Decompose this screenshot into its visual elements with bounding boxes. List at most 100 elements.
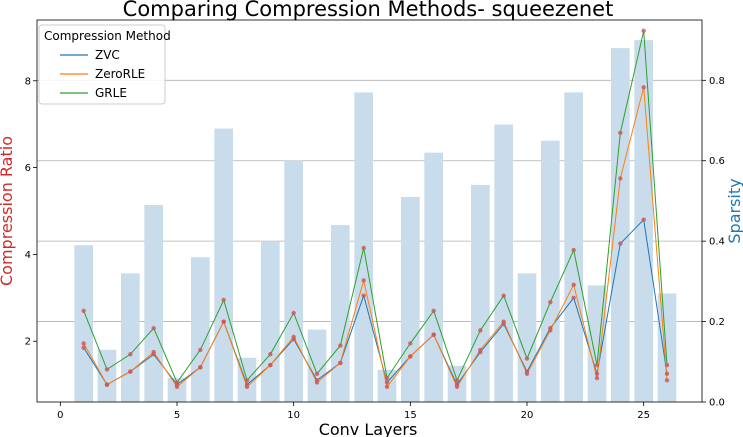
data-point	[408, 354, 413, 359]
y-right-tick-label: 0.2	[709, 317, 725, 328]
data-point	[244, 384, 250, 390]
y-axis-right-title: Sparsity	[725, 178, 743, 243]
data-point	[664, 362, 670, 368]
data-point	[81, 308, 86, 314]
y-right-tick-label: 0.6	[709, 156, 725, 167]
data-point	[478, 347, 483, 353]
data-point	[104, 382, 110, 387]
y-right-tick-label: 0.4	[709, 237, 725, 248]
chart-title: Comparing Compression Methods- squeezene…	[123, 0, 614, 21]
sparsity-bar	[517, 273, 537, 402]
data-point	[408, 341, 413, 346]
data-point	[594, 362, 600, 368]
data-point	[81, 345, 86, 350]
x-tick-label: 0	[57, 410, 63, 421]
x-tick-label: 5	[174, 410, 180, 421]
sparsity-bar	[121, 273, 140, 402]
data-point	[641, 28, 646, 34]
data-point	[594, 371, 600, 376]
data-point	[244, 378, 250, 383]
data-point	[431, 308, 436, 314]
sparsity-bar	[657, 293, 677, 402]
legend-label-zerorle: ZeroRLE	[95, 67, 145, 81]
data-point	[384, 380, 390, 385]
data-point	[314, 371, 320, 376]
x-axis: 0 5 10 15 20 25	[57, 402, 650, 421]
legend: Compression Method ZVC ZeroRLE GRLE	[38, 24, 171, 105]
sparsity-bar	[611, 48, 630, 402]
y-axis-left: 2 4 6 8	[25, 76, 37, 348]
data-point	[81, 341, 86, 346]
sparsity-bar	[97, 349, 117, 402]
data-point	[664, 378, 670, 383]
bars	[74, 40, 677, 403]
y-left-tick-label: 4	[25, 250, 31, 261]
sparsity-bar	[307, 329, 327, 402]
data-point	[128, 352, 133, 357]
sparsity-bar	[214, 128, 233, 402]
x-tick-label: 20	[521, 410, 534, 421]
series-line-zvc	[83, 218, 668, 386]
data-point	[338, 343, 343, 348]
data-point	[151, 326, 156, 331]
data-point	[198, 347, 203, 353]
data-point	[641, 217, 646, 222]
sparsity-bar	[284, 160, 303, 402]
data-point	[361, 245, 366, 251]
data-point	[618, 130, 623, 136]
data-point	[618, 241, 623, 246]
sparsity-bar	[331, 225, 350, 402]
data-point	[198, 365, 203, 370]
data-point	[548, 328, 553, 333]
sparsity-bar	[471, 184, 490, 402]
y-left-tick-label: 8	[25, 76, 31, 87]
sparsity-bar	[144, 204, 163, 402]
data-point	[314, 380, 320, 385]
data-point	[151, 349, 156, 355]
data-point	[454, 384, 460, 390]
y-left-tick-label: 2	[25, 337, 31, 348]
data-point	[361, 293, 366, 298]
legend-label-grle: GRLE	[95, 86, 127, 100]
sparsity-bar	[564, 92, 583, 403]
data-point	[268, 362, 273, 368]
data-point	[384, 375, 390, 381]
x-axis-title: Conv Layers	[319, 420, 418, 437]
sparsity-bar	[74, 245, 93, 402]
data-point	[594, 375, 600, 381]
sparsity-bar	[167, 377, 187, 402]
sparsity-bar	[494, 124, 513, 403]
data-point	[174, 384, 180, 390]
data-point	[501, 293, 506, 298]
legend-label-zvc: ZVC	[95, 48, 120, 62]
data-point	[268, 352, 273, 357]
data-point	[174, 380, 180, 385]
series-markers	[81, 28, 670, 390]
data-point	[338, 360, 343, 366]
data-point	[618, 176, 623, 181]
data-point	[431, 332, 436, 337]
sparsity-bar	[261, 241, 280, 402]
x-tick-label: 25	[637, 410, 650, 421]
sparsity-bar	[191, 257, 210, 402]
data-point	[524, 356, 530, 361]
data-point	[454, 378, 460, 383]
data-point	[524, 371, 530, 376]
data-point	[291, 334, 296, 340]
legend-box	[38, 24, 166, 105]
data-point	[221, 297, 226, 303]
plot-frame	[36, 19, 703, 403]
sparsity-bar	[541, 140, 560, 402]
y-axis-left-title: Compression Ratio	[0, 136, 16, 286]
sparsity-bar	[401, 196, 420, 402]
data-point	[128, 369, 133, 374]
series-line-grle	[83, 30, 668, 384]
data-point	[571, 247, 576, 253]
data-point	[291, 310, 296, 316]
y-right-tick-label: 0.8	[709, 76, 725, 87]
data-point	[664, 371, 670, 376]
data-point	[641, 85, 646, 90]
x-tick-label: 15	[404, 410, 417, 421]
data-point	[548, 299, 553, 305]
